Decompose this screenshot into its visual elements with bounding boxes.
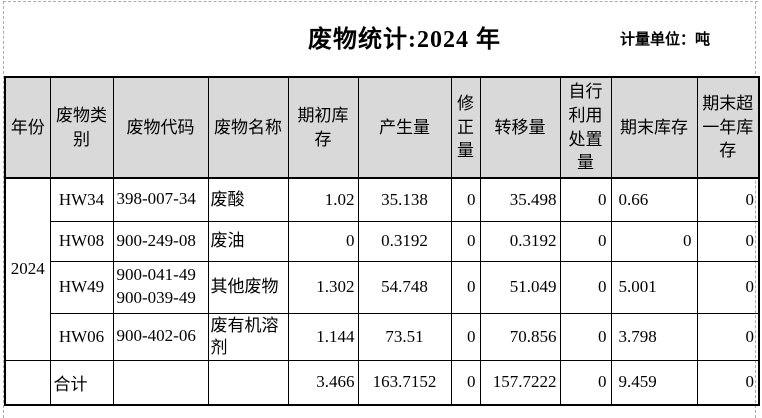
cell-name: 废酸 xyxy=(207,177,289,222)
cell-category: HW08 xyxy=(49,220,114,262)
total-corrected: 0 xyxy=(450,359,481,406)
cell-self_disposed: 0 xyxy=(559,177,612,222)
column-header: 产生量 xyxy=(357,76,452,180)
table-header-row: 年份 废物类别 废物代码 废物名称 期初库存 产生量 修正量 转移量 自行利用处置量 期末库存 期末… xyxy=(4,76,760,180)
cell-corrected: 0 xyxy=(450,260,481,314)
column-header: 期末超一年库存 xyxy=(696,76,760,180)
column-header: 期末库存 xyxy=(610,76,698,180)
total-transferred: 157.7222 xyxy=(479,359,561,406)
cell-over_one_year: 0 xyxy=(696,177,760,222)
cell-self_disposed: 0 xyxy=(559,260,612,314)
cell-over_one_year: 0 xyxy=(696,220,760,262)
cell-corrected: 0 xyxy=(450,220,481,262)
column-header: 年份 xyxy=(4,76,51,180)
cell-code: 900-402-06 xyxy=(112,312,209,361)
cell-closing: 0 xyxy=(610,220,698,262)
cell-code: 900-249-08 xyxy=(112,220,209,262)
cell-generated: 73.51 xyxy=(357,312,452,361)
cell-generated: 35.138 xyxy=(357,177,452,222)
table-body: 2024 HW34 398-007-34 废酸 1.02 35.138 0 35.498 0 0.… xyxy=(4,177,760,406)
cell-closing: 0.66 xyxy=(610,177,698,222)
cell-over_one_year: 0 xyxy=(696,260,760,314)
year-cell-empty xyxy=(4,359,51,406)
total-generated: 163.7152 xyxy=(357,359,452,406)
total-row: 合计 3.466 163.7152 0 157.7222 0 9.459 0 xyxy=(4,359,760,406)
column-header: 废物名称 xyxy=(207,76,289,180)
cell-generated: 0.3192 xyxy=(357,220,452,262)
cell-transferred: 0.3192 xyxy=(479,220,561,262)
cell-opening: 1.02 xyxy=(287,177,359,222)
cell-code: 900-041-49 900-039-49 xyxy=(112,260,209,314)
cell-name: 废油 xyxy=(207,220,289,262)
page-boundary-top xyxy=(3,1,758,2)
cell-opening: 0 xyxy=(287,220,359,262)
page-title: 废物统计:2024 年 xyxy=(308,27,501,53)
cell-corrected: 0 xyxy=(450,312,481,361)
cell-closing: 3.798 xyxy=(610,312,698,361)
column-header: 修正量 xyxy=(450,76,481,180)
cell-category: HW49 xyxy=(49,260,114,314)
cell-generated: 54.748 xyxy=(357,260,452,314)
year-cell: 2024 xyxy=(4,177,51,361)
cell-category: HW34 xyxy=(49,177,114,222)
cell-opening: 1.302 xyxy=(287,260,359,314)
cell-closing: 5.001 xyxy=(610,260,698,314)
total-over_one_year: 0 xyxy=(696,359,760,406)
cell-name: 其他废物 xyxy=(207,260,289,314)
total-opening: 3.466 xyxy=(287,359,359,406)
total-self_disposed: 0 xyxy=(559,359,612,406)
cell-transferred: 51.049 xyxy=(479,260,561,314)
cell-name: 废有机溶剂 xyxy=(207,312,289,361)
column-header: 废物类别 xyxy=(49,76,114,180)
cell-self_disposed: 0 xyxy=(559,220,612,262)
cell-over_one_year: 0 xyxy=(696,312,760,361)
table-row: 2024 HW34 398-007-34 废酸 1.02 35.138 0 35.498 0 0.… xyxy=(4,177,760,361)
cell-self_disposed: 0 xyxy=(559,312,612,361)
total-name xyxy=(207,359,289,406)
cell-opening: 1.144 xyxy=(287,312,359,361)
cell-corrected: 0 xyxy=(450,177,481,222)
table-row: HW08 900-249-08 废油 0 0.3192 0 0.3192 0 0 0 xyxy=(5,220,760,262)
cell-transferred: 35.498 xyxy=(479,177,561,222)
column-header: 期初库存 xyxy=(287,76,359,180)
total-label: 合计 xyxy=(49,359,114,406)
table-row: HW49 900-041-49 900-039-49 其他废物 1.302 54.748… xyxy=(5,260,760,314)
table-row: HW06 900-402-06 废有机溶剂 1.144 73.51 0 70.856 0 3.7… xyxy=(5,312,760,361)
total-code xyxy=(112,359,209,406)
cell-category: HW06 xyxy=(49,312,114,361)
column-header: 自行利用处置量 xyxy=(559,76,612,180)
page-boundary-left xyxy=(3,1,4,418)
unit-label: 计量单位：吨 xyxy=(620,32,711,48)
waste-statistics-table: 年份 废物类别 废物代码 废物名称 期初库存 产生量 修正量 转移量 自行利用处置量 期末库存 期末… xyxy=(4,76,760,407)
cell-code: 398-007-34 xyxy=(112,177,209,222)
total-closing: 9.459 xyxy=(610,359,698,406)
column-header: 废物代码 xyxy=(112,76,209,180)
cell-transferred: 70.856 xyxy=(479,312,561,361)
column-header: 转移量 xyxy=(479,76,561,180)
